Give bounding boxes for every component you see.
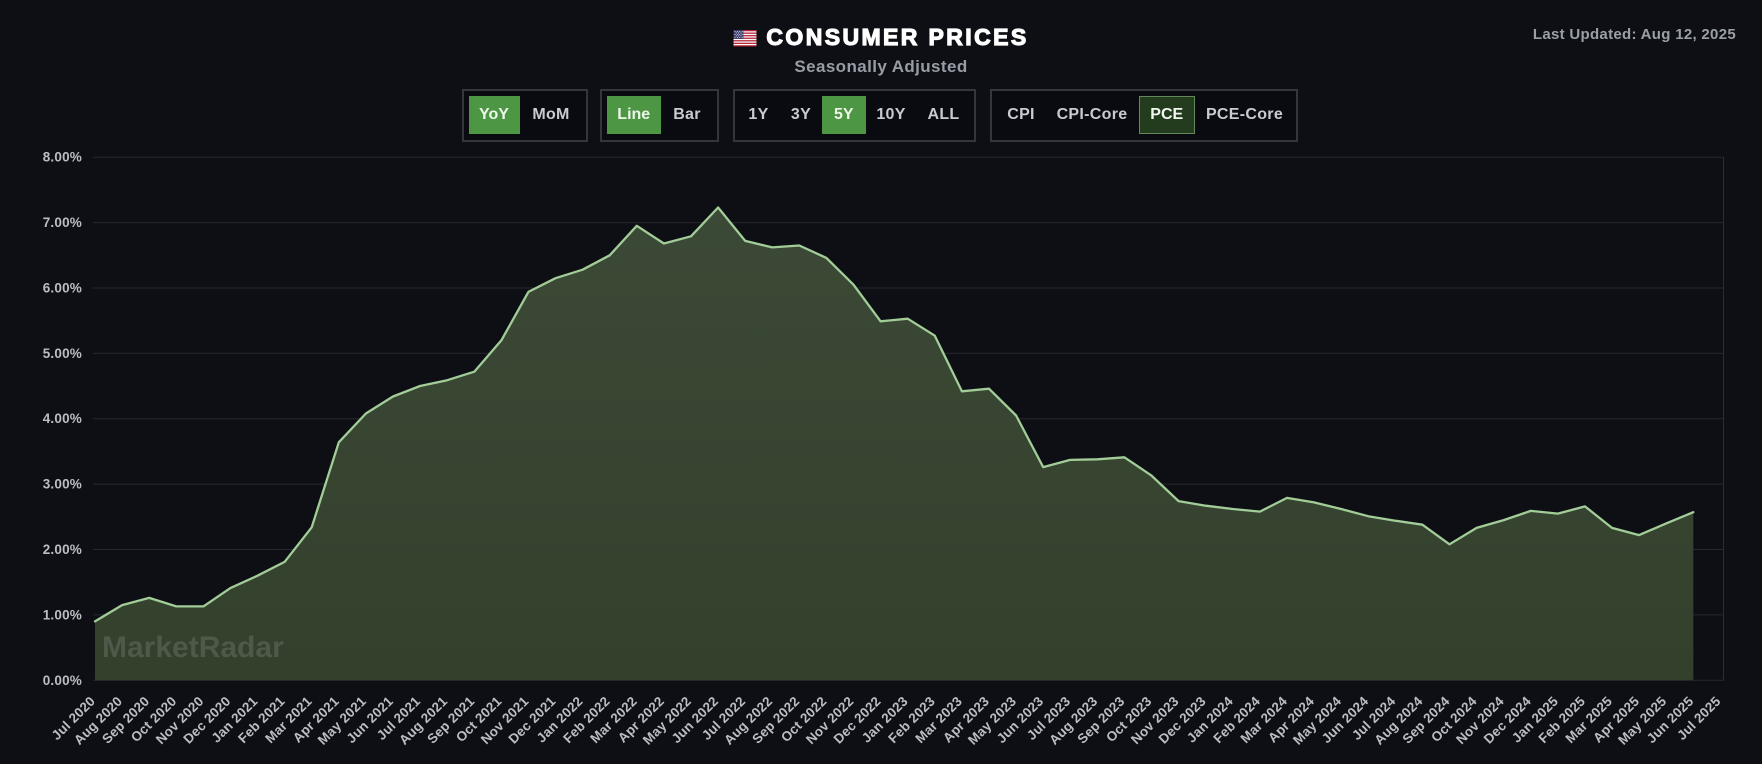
svg-text:MarketRadar: MarketRadar xyxy=(102,631,284,664)
svg-text:0.00%: 0.00% xyxy=(43,673,82,688)
svg-text:7.00%: 7.00% xyxy=(43,215,82,230)
svg-text:3.00%: 3.00% xyxy=(43,477,82,492)
svg-text:1.00%: 1.00% xyxy=(43,607,82,622)
svg-text:6.00%: 6.00% xyxy=(43,281,82,296)
svg-text:2.00%: 2.00% xyxy=(43,542,82,557)
svg-text:5.00%: 5.00% xyxy=(43,346,82,361)
svg-text:4.00%: 4.00% xyxy=(43,411,82,426)
svg-text:8.00%: 8.00% xyxy=(43,150,82,165)
